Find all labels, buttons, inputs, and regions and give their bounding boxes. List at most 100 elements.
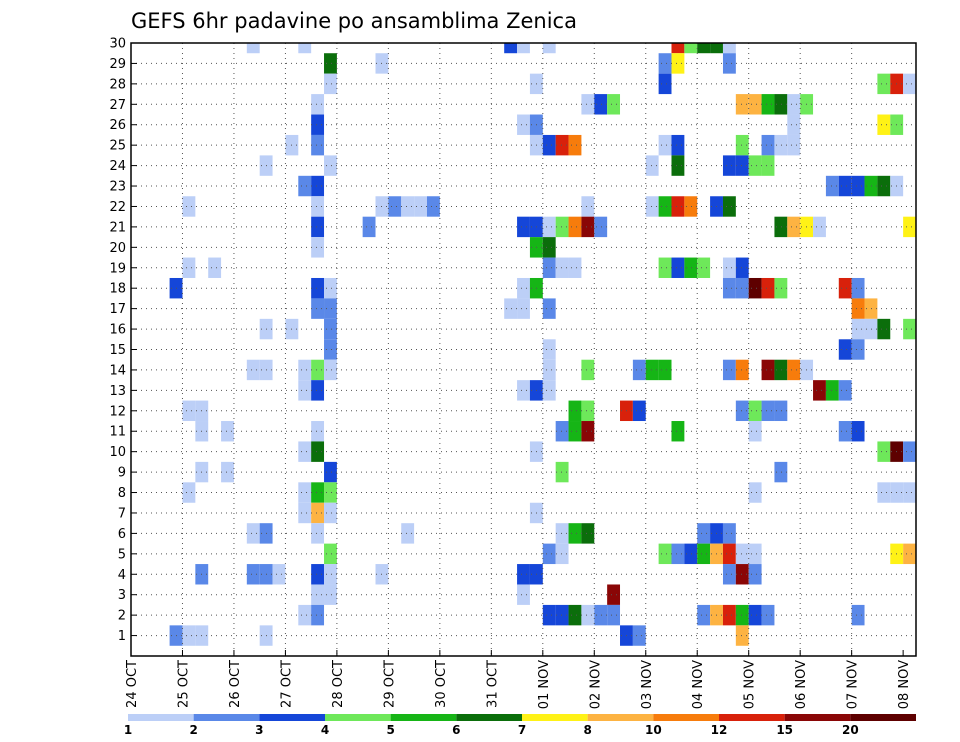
- y-tick-label: 7: [118, 506, 126, 521]
- heatmap-cell: [542, 298, 556, 319]
- y-tick-label: 15: [109, 343, 126, 358]
- heatmap-cell: [864, 318, 878, 340]
- colorbar-label: 5: [386, 723, 394, 737]
- heatmap-cell: [311, 134, 325, 156]
- y-tick-label: 16: [109, 323, 126, 338]
- heatmap-cell: [877, 482, 891, 503]
- y-tick-label: 12: [109, 404, 126, 419]
- heatmap-cell: [851, 604, 865, 626]
- heatmap-cell: [825, 380, 839, 401]
- heatmap-cell: [594, 216, 608, 238]
- heatmap-cell: [324, 53, 337, 74]
- colorbar-swatch: [390, 714, 457, 721]
- heatmap-cell: [774, 277, 788, 299]
- heatmap-cell: [311, 441, 325, 462]
- heatmap-cell: [877, 175, 891, 197]
- heatmap-cell: [774, 461, 788, 483]
- heatmap-cell: [542, 359, 556, 381]
- heatmap-cell: [298, 482, 312, 503]
- heatmap-cell: [298, 359, 312, 381]
- heatmap-cell: [568, 604, 582, 626]
- x-axis: 24 OCT 25 OCT 26 OCT 27 OCT 28 OCT 29 OCT 30 O…: [125, 650, 912, 709]
- heatmap-cell: [581, 523, 595, 544]
- colorbar-swatch: [719, 714, 785, 721]
- heatmap-cell: [324, 502, 337, 524]
- heatmap-cell: [594, 604, 608, 626]
- heatmap-cell: [645, 359, 659, 381]
- heatmap-cell: [761, 359, 775, 381]
- heatmap-cell: [182, 196, 196, 217]
- heatmap-cell: [851, 175, 865, 197]
- heatmap-cell: [748, 400, 762, 422]
- heatmap-cell: [761, 134, 775, 156]
- y-tick-label: 22: [109, 200, 126, 215]
- heatmap-cell: [813, 216, 826, 238]
- heatmap-cell: [748, 94, 762, 115]
- heatmap-cell: [722, 53, 736, 74]
- heatmap-cell: [838, 175, 852, 197]
- y-tick-label: 18: [109, 282, 126, 297]
- heatmap-cell: [542, 543, 556, 565]
- heatmap-cell: [671, 543, 685, 565]
- heatmap-cell: [542, 134, 556, 156]
- heatmap-cell: [658, 53, 672, 74]
- heatmap-cell: [298, 43, 312, 54]
- colorbar-swatch: [128, 714, 194, 721]
- heatmap-cell: [658, 543, 672, 565]
- heatmap-cell: [735, 277, 749, 299]
- heatmap-cell: [761, 604, 775, 626]
- heatmap-cell: [324, 359, 337, 381]
- heatmap-cell: [851, 318, 865, 340]
- y-tick-label: 21: [109, 220, 126, 235]
- heatmap-cell: [632, 400, 646, 422]
- x-tick-label: 29 OCT: [382, 660, 397, 708]
- y-tick-label: 6: [118, 527, 126, 542]
- heatmap-cell: [517, 298, 530, 319]
- heatmap-cell: [735, 155, 749, 176]
- colorbar-label: 4: [321, 723, 329, 737]
- heatmap-cell: [774, 134, 788, 156]
- heatmap-cell: [324, 298, 337, 319]
- heatmap-cell: [311, 482, 325, 503]
- heatmap-cell: [388, 196, 402, 217]
- y-tick-label: 4: [118, 568, 126, 583]
- heatmap-cell: [555, 604, 569, 626]
- heatmap-cell: [311, 175, 325, 197]
- heatmap-cell: [298, 175, 312, 197]
- heatmap-cell: [735, 134, 749, 156]
- heatmap-cell: [607, 604, 621, 626]
- heatmap-cell: [671, 155, 685, 176]
- heatmap-cell: [324, 155, 337, 176]
- colorbar-label: 7: [518, 723, 526, 737]
- heatmap-cell: [581, 400, 595, 422]
- y-axis: 1234567891011121314151617181920212223242…: [109, 37, 137, 644]
- colorbar-label: 15: [776, 723, 793, 737]
- heatmap-cell: [671, 53, 685, 74]
- y-tick-label: 11: [109, 425, 126, 440]
- heatmap-cell: [221, 421, 234, 442]
- heatmap-cell: [298, 441, 312, 462]
- heatmap-cell: [568, 257, 582, 278]
- heatmap-cell: [414, 196, 427, 217]
- colorbar-swatch: [653, 714, 719, 721]
- heatmap-cell: [838, 421, 852, 442]
- heatmap-cell: [542, 339, 556, 360]
- heatmap-cell: [645, 155, 659, 176]
- heatmap-cell: [697, 523, 711, 544]
- heatmap-cell: [735, 564, 749, 585]
- heatmap-cell: [851, 277, 865, 299]
- heatmap-cell: [324, 277, 337, 299]
- heatmap-cell: [311, 421, 325, 442]
- heatmap-cell: [722, 564, 736, 585]
- heatmap-cell: [517, 277, 530, 299]
- heatmap-cell: [555, 543, 569, 565]
- heatmap-cell: [542, 216, 556, 238]
- colorbar-label: 2: [189, 723, 197, 737]
- heatmap-cell: [246, 564, 260, 585]
- heatmap-cell: [671, 196, 685, 217]
- heatmap-cell: [748, 421, 762, 442]
- heatmap-cell: [581, 196, 595, 217]
- heatmap-cell: [735, 94, 749, 115]
- heatmap-cell: [311, 523, 325, 544]
- heatmap-cell: [324, 339, 337, 360]
